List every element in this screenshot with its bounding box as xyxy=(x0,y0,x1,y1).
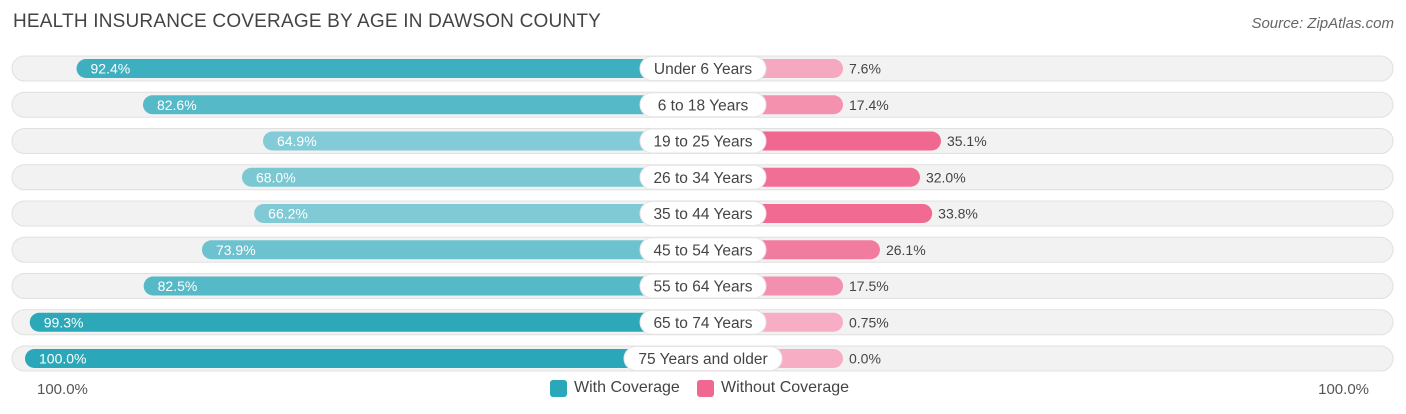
chart-source: Source: ZipAtlas.com xyxy=(1251,15,1394,32)
bar-with-coverage xyxy=(143,276,703,296)
legend-swatch-without-coverage xyxy=(697,379,714,397)
category-label: 65 to 74 Years xyxy=(653,315,752,332)
category-label: Under 6 Years xyxy=(654,61,752,78)
label-without-coverage: 26.1% xyxy=(886,242,926,258)
label-with-coverage: 100.0% xyxy=(39,351,86,367)
label-without-coverage: 33.8% xyxy=(938,206,978,222)
axis-right-label: 100.0% xyxy=(1318,381,1369,398)
chart-title: HEALTH INSURANCE COVERAGE BY AGE IN DAWS… xyxy=(13,11,601,32)
label-without-coverage: 17.4% xyxy=(849,97,889,113)
label-with-coverage: 66.2% xyxy=(268,206,308,222)
category-pill xyxy=(639,273,767,299)
legend-item-without-coverage[interactable]: Without Coverage xyxy=(697,379,849,397)
category-pill xyxy=(623,346,783,371)
bar-with-coverage xyxy=(201,240,703,260)
bar-with-coverage xyxy=(142,95,704,115)
label-with-coverage: 92.4% xyxy=(91,61,131,77)
category-pill xyxy=(639,164,767,190)
label-with-coverage: 99.3% xyxy=(44,314,84,330)
legend-swatch-with-coverage xyxy=(550,379,567,397)
category-label: 35 to 44 Years xyxy=(653,206,752,223)
label-without-coverage: 17.5% xyxy=(849,278,889,294)
category-pill xyxy=(639,201,767,226)
category-pill xyxy=(639,56,767,81)
bar-with-coverage xyxy=(254,204,703,223)
category-label: 75 Years and older xyxy=(638,351,767,368)
bar-with-coverage xyxy=(25,349,703,368)
label-with-coverage: 82.6% xyxy=(157,97,197,113)
label-with-coverage: 73.9% xyxy=(216,242,256,258)
category-pill xyxy=(639,92,767,118)
bar-with-coverage xyxy=(241,167,703,187)
label-with-coverage: 82.5% xyxy=(158,278,198,294)
label-without-coverage: 7.6% xyxy=(849,61,881,77)
category-label: 6 to 18 Years xyxy=(658,97,749,114)
label-without-coverage: 35.1% xyxy=(947,133,987,149)
category-pill xyxy=(639,309,767,335)
bar-with-coverage xyxy=(262,131,703,151)
legend-label-with-coverage: With Coverage xyxy=(574,379,680,396)
category-pill xyxy=(639,237,767,263)
legend-item-with-coverage[interactable]: With Coverage xyxy=(550,379,680,397)
category-label: 55 to 64 Years xyxy=(653,279,752,296)
label-with-coverage: 68.0% xyxy=(256,169,296,185)
label-with-coverage: 64.9% xyxy=(277,133,317,149)
label-without-coverage: 32.0% xyxy=(926,169,966,185)
label-without-coverage: 0.0% xyxy=(849,351,881,367)
axis-left-label: 100.0% xyxy=(37,381,88,398)
legend: With Coverage Without Coverage xyxy=(0,379,1406,401)
legend-label-without-coverage: Without Coverage xyxy=(721,379,850,396)
bar-with-coverage xyxy=(76,59,703,78)
label-without-coverage: 0.75% xyxy=(849,314,889,330)
category-label: 45 to 54 Years xyxy=(653,242,752,259)
category-label: 19 to 25 Years xyxy=(653,134,752,151)
bar-with-coverage xyxy=(29,312,704,332)
category-label: 26 to 34 Years xyxy=(653,170,752,187)
category-pill xyxy=(639,128,767,154)
